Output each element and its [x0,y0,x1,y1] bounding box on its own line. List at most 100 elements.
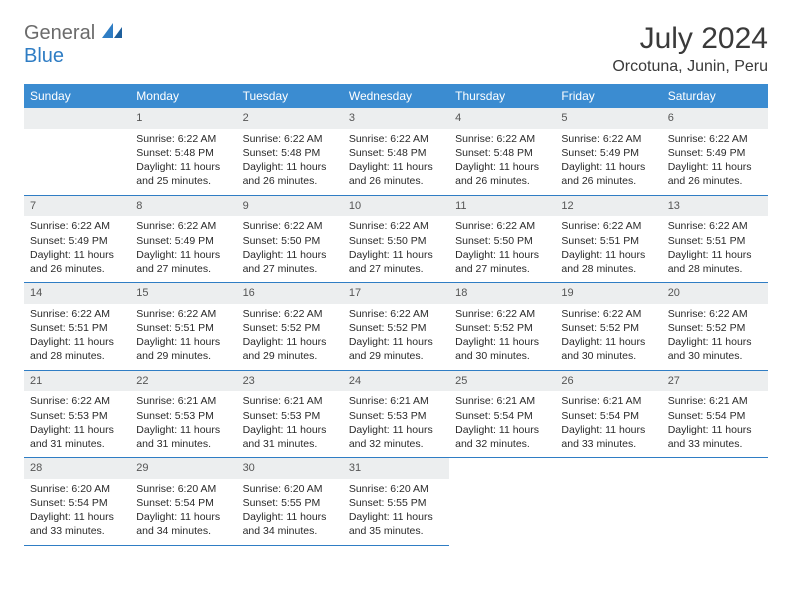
calendar-day-cell: 4Sunrise: 6:22 AMSunset: 5:48 PMDaylight… [449,108,555,195]
calendar-day-cell: 24Sunrise: 6:21 AMSunset: 5:53 PMDayligh… [343,370,449,458]
calendar-day-cell: 9Sunrise: 6:22 AMSunset: 5:50 PMDaylight… [237,195,343,283]
logo-word2: Blue [24,45,64,67]
day-info: Sunrise: 6:21 AMSunset: 5:54 PMDaylight:… [449,391,555,457]
calendar-day-cell: 7Sunrise: 6:22 AMSunset: 5:49 PMDaylight… [24,195,130,283]
day-info: Sunrise: 6:22 AMSunset: 5:51 PMDaylight:… [662,216,768,282]
logo: General Blue [24,22,124,68]
day-info: Sunrise: 6:20 AMSunset: 5:55 PMDaylight:… [237,479,343,545]
day-number: 27 [662,371,768,392]
calendar-day-cell: 28Sunrise: 6:20 AMSunset: 5:54 PMDayligh… [24,458,130,546]
calendar-table: SundayMondayTuesdayWednesdayThursdayFrid… [24,84,768,546]
calendar-day-cell: 18Sunrise: 6:22 AMSunset: 5:52 PMDayligh… [449,283,555,371]
calendar-day-cell: 6Sunrise: 6:22 AMSunset: 5:49 PMDaylight… [662,108,768,195]
header-bar: General Blue July 2024 Orcotuna, Junin, … [24,22,768,76]
weekday-header: Monday [130,84,236,108]
day-number: 4 [449,108,555,129]
day-info: Sunrise: 6:22 AMSunset: 5:49 PMDaylight:… [555,129,661,195]
day-number: 25 [449,371,555,392]
day-number: 1 [130,108,236,129]
calendar-day-cell [449,458,555,546]
calendar-day-cell: 26Sunrise: 6:21 AMSunset: 5:54 PMDayligh… [555,370,661,458]
calendar-body: 1Sunrise: 6:22 AMSunset: 5:48 PMDaylight… [24,108,768,545]
day-info: Sunrise: 6:20 AMSunset: 5:54 PMDaylight:… [130,479,236,545]
weekday-header: Friday [555,84,661,108]
calendar-week-row: 28Sunrise: 6:20 AMSunset: 5:54 PMDayligh… [24,458,768,546]
calendar-day-cell: 12Sunrise: 6:22 AMSunset: 5:51 PMDayligh… [555,195,661,283]
day-number: 21 [24,371,130,392]
logo-sail-icon [102,23,124,39]
day-number: 9 [237,196,343,217]
day-info: Sunrise: 6:22 AMSunset: 5:52 PMDaylight:… [662,304,768,370]
weekday-header: Sunday [24,84,130,108]
day-info: Sunrise: 6:22 AMSunset: 5:49 PMDaylight:… [130,216,236,282]
day-info: Sunrise: 6:21 AMSunset: 5:54 PMDaylight:… [662,391,768,457]
page-title: July 2024 [612,22,768,56]
calendar-week-row: 1Sunrise: 6:22 AMSunset: 5:48 PMDaylight… [24,108,768,195]
day-number: 16 [237,283,343,304]
day-number: 24 [343,371,449,392]
day-info: Sunrise: 6:22 AMSunset: 5:50 PMDaylight:… [343,216,449,282]
day-number: 22 [130,371,236,392]
day-number: 10 [343,196,449,217]
calendar-day-cell: 27Sunrise: 6:21 AMSunset: 5:54 PMDayligh… [662,370,768,458]
day-number: 31 [343,458,449,479]
day-number: 13 [662,196,768,217]
day-number: 28 [24,458,130,479]
calendar-day-cell: 1Sunrise: 6:22 AMSunset: 5:48 PMDaylight… [130,108,236,195]
calendar-day-cell: 31Sunrise: 6:20 AMSunset: 5:55 PMDayligh… [343,458,449,546]
calendar-day-cell [662,458,768,546]
calendar-day-cell: 11Sunrise: 6:22 AMSunset: 5:50 PMDayligh… [449,195,555,283]
day-number: 3 [343,108,449,129]
day-number: 8 [130,196,236,217]
calendar-day-cell: 17Sunrise: 6:22 AMSunset: 5:52 PMDayligh… [343,283,449,371]
weekday-header: Wednesday [343,84,449,108]
day-info: Sunrise: 6:22 AMSunset: 5:49 PMDaylight:… [24,216,130,282]
calendar-day-cell: 21Sunrise: 6:22 AMSunset: 5:53 PMDayligh… [24,370,130,458]
logo-word1: General [24,22,95,44]
day-number: 12 [555,196,661,217]
day-info: Sunrise: 6:21 AMSunset: 5:54 PMDaylight:… [555,391,661,457]
day-info: Sunrise: 6:22 AMSunset: 5:52 PMDaylight:… [449,304,555,370]
day-info: Sunrise: 6:22 AMSunset: 5:48 PMDaylight:… [449,129,555,195]
day-info: Sunrise: 6:22 AMSunset: 5:48 PMDaylight:… [237,129,343,195]
calendar-day-cell: 8Sunrise: 6:22 AMSunset: 5:49 PMDaylight… [130,195,236,283]
calendar-day-cell: 5Sunrise: 6:22 AMSunset: 5:49 PMDaylight… [555,108,661,195]
day-number: 11 [449,196,555,217]
day-number: 18 [449,283,555,304]
day-info: Sunrise: 6:22 AMSunset: 5:48 PMDaylight:… [130,129,236,195]
calendar-day-cell: 10Sunrise: 6:22 AMSunset: 5:50 PMDayligh… [343,195,449,283]
day-info: Sunrise: 6:22 AMSunset: 5:52 PMDaylight:… [555,304,661,370]
weekday-header: Tuesday [237,84,343,108]
day-number: 20 [662,283,768,304]
calendar-day-cell [24,108,130,195]
location-text: Orcotuna, Junin, Peru [612,58,768,76]
calendar-week-row: 21Sunrise: 6:22 AMSunset: 5:53 PMDayligh… [24,370,768,458]
day-number: 2 [237,108,343,129]
day-number [24,108,130,129]
calendar-day-cell: 15Sunrise: 6:22 AMSunset: 5:51 PMDayligh… [130,283,236,371]
day-info: Sunrise: 6:22 AMSunset: 5:51 PMDaylight:… [555,216,661,282]
day-number: 29 [130,458,236,479]
day-info: Sunrise: 6:22 AMSunset: 5:49 PMDaylight:… [662,129,768,195]
day-info: Sunrise: 6:22 AMSunset: 5:51 PMDaylight:… [24,304,130,370]
day-number: 30 [237,458,343,479]
day-number: 15 [130,283,236,304]
day-info: Sunrise: 6:20 AMSunset: 5:54 PMDaylight:… [24,479,130,545]
day-number: 19 [555,283,661,304]
weekday-header: Thursday [449,84,555,108]
day-info: Sunrise: 6:22 AMSunset: 5:53 PMDaylight:… [24,391,130,457]
day-number: 26 [555,371,661,392]
day-info: Sunrise: 6:22 AMSunset: 5:51 PMDaylight:… [130,304,236,370]
calendar-day-cell: 2Sunrise: 6:22 AMSunset: 5:48 PMDaylight… [237,108,343,195]
calendar-day-cell: 23Sunrise: 6:21 AMSunset: 5:53 PMDayligh… [237,370,343,458]
calendar-day-cell: 13Sunrise: 6:22 AMSunset: 5:51 PMDayligh… [662,195,768,283]
calendar-day-cell: 16Sunrise: 6:22 AMSunset: 5:52 PMDayligh… [237,283,343,371]
title-block: July 2024 Orcotuna, Junin, Peru [612,22,768,76]
calendar-day-cell: 3Sunrise: 6:22 AMSunset: 5:48 PMDaylight… [343,108,449,195]
calendar-day-cell: 30Sunrise: 6:20 AMSunset: 5:55 PMDayligh… [237,458,343,546]
day-info: Sunrise: 6:21 AMSunset: 5:53 PMDaylight:… [237,391,343,457]
calendar-day-cell: 22Sunrise: 6:21 AMSunset: 5:53 PMDayligh… [130,370,236,458]
weekday-header: Saturday [662,84,768,108]
weekday-header-row: SundayMondayTuesdayWednesdayThursdayFrid… [24,84,768,108]
day-info: Sunrise: 6:21 AMSunset: 5:53 PMDaylight:… [343,391,449,457]
